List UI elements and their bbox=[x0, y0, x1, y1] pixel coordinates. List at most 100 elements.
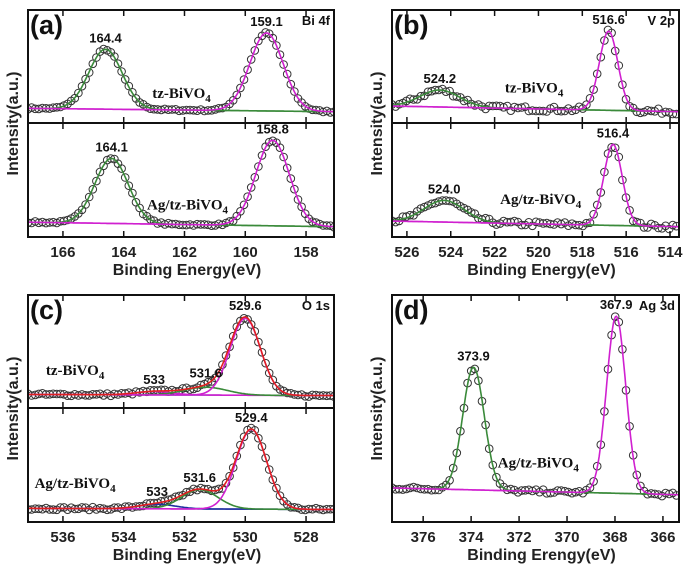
data-point-marker bbox=[430, 485, 440, 495]
fit-envelope bbox=[28, 316, 334, 397]
subplot-bottom: 164.1 158.8 Ag/tz-BiVO4 bbox=[28, 121, 334, 232]
fit-component-516.6 bbox=[392, 30, 679, 113]
data-point-marker bbox=[585, 218, 595, 227]
sample-name: tz-BiVO bbox=[152, 86, 205, 102]
data-point-marker bbox=[257, 348, 267, 357]
data-point-marker bbox=[510, 216, 519, 226]
panel-letter: (a) bbox=[30, 10, 63, 40]
data-point-marker bbox=[589, 85, 598, 94]
sample-label: Ag/tz-BiVO4 bbox=[498, 456, 580, 475]
data-point-marker bbox=[582, 100, 591, 109]
x-tick-label: 160 bbox=[233, 244, 258, 261]
y-axis-label: Intensity(a.u.) bbox=[369, 356, 386, 460]
x-tick-label: 532 bbox=[172, 529, 197, 546]
data-point-marker bbox=[585, 483, 595, 493]
data-point-marker bbox=[84, 68, 94, 77]
data-point-marker bbox=[282, 69, 292, 79]
data-point-marker bbox=[81, 74, 90, 84]
data-point-marker bbox=[589, 477, 598, 486]
subplot-top: 164.4 159.1 tz-BiVO4 bbox=[28, 14, 334, 117]
sample-name: Ag/tz-BiVO bbox=[500, 192, 576, 208]
x-tick-label: 366 bbox=[650, 529, 675, 546]
subplot-bottom: 533 531.6 529.4 Ag/tz-BiVO4 bbox=[28, 410, 334, 515]
data-point-marker bbox=[232, 90, 242, 100]
data-point-marker bbox=[646, 219, 656, 229]
data-point-marker bbox=[120, 173, 130, 182]
chart-panel-b: 524.2516.6tz-BiVO4524.0516.4Ag/tz-BiVO45… bbox=[369, 9, 683, 279]
data-point-marker bbox=[582, 218, 591, 228]
sample-subscript: 4 bbox=[99, 370, 105, 382]
data-point-marker bbox=[254, 162, 263, 171]
y-axis-label: Intensity(a.u.) bbox=[369, 71, 386, 175]
fit-component-529.6 bbox=[28, 317, 334, 397]
data-point-marker bbox=[120, 75, 130, 84]
chart-panel-d: 373.9 367.9 Ag/tz-BiVO4 376 374 372 370 368 366 B… bbox=[369, 294, 680, 564]
data-point-marker bbox=[239, 432, 249, 442]
data-point-marker bbox=[275, 50, 285, 60]
peak-label: 529.6 bbox=[229, 298, 262, 313]
x-tick-label: 536 bbox=[50, 529, 75, 546]
data-point-marker bbox=[445, 476, 454, 485]
data-point-marker bbox=[236, 83, 245, 93]
data-point-marker bbox=[246, 55, 256, 64]
data-point-marker bbox=[589, 210, 598, 219]
y-axis-label: Intensity(a.u.) bbox=[5, 356, 22, 460]
peak-label: 367.9 bbox=[600, 297, 633, 312]
x-tick-label: 370 bbox=[555, 529, 580, 546]
sample-label: tz-BiVO4 bbox=[505, 81, 564, 100]
sample-name: Ag/tz-BiVO bbox=[498, 456, 574, 472]
data-point-marker bbox=[264, 465, 274, 474]
data-point-marker bbox=[290, 87, 299, 96]
data-point-marker bbox=[214, 484, 224, 494]
x-axis-label: Binding Energy(eV) bbox=[113, 547, 261, 564]
data-point-marker bbox=[392, 217, 400, 227]
data-point-marker bbox=[286, 79, 296, 89]
x-tick-label: 518 bbox=[570, 244, 595, 261]
sample-subscript: 4 bbox=[558, 88, 564, 100]
data-point-marker bbox=[250, 46, 260, 55]
data-point-marker bbox=[113, 59, 123, 69]
data-point-marker bbox=[257, 151, 267, 160]
data-point-marker bbox=[236, 207, 245, 216]
peak-label: 516.4 bbox=[597, 126, 630, 141]
subplot-bottom: 524.0 516.4 Ag/tz-BiVO4 bbox=[392, 126, 679, 234]
data-point-marker bbox=[668, 109, 678, 119]
data-point-marker bbox=[488, 460, 498, 470]
sample-label: Ag/tz-BiVO4 bbox=[35, 476, 117, 495]
data-point-marker bbox=[81, 200, 90, 209]
x-tick-label: 526 bbox=[394, 244, 419, 261]
data-point-marker bbox=[517, 220, 526, 230]
sample-subscript: 4 bbox=[573, 463, 579, 475]
data-point-marker bbox=[492, 220, 501, 229]
data-point-marker bbox=[567, 106, 577, 116]
data-point-marker bbox=[239, 75, 249, 84]
data-point-marker bbox=[246, 320, 256, 329]
element-label: Bi 4f bbox=[302, 13, 331, 28]
x-tick-label: 368 bbox=[602, 529, 627, 546]
data-point-marker bbox=[672, 109, 679, 119]
data-point-marker bbox=[264, 368, 274, 378]
data-point-marker bbox=[668, 220, 678, 230]
x-tick-label: 528 bbox=[294, 529, 319, 546]
x-tick-label: 534 bbox=[111, 529, 137, 546]
sample-subscript: 4 bbox=[110, 483, 116, 495]
data-point-marker bbox=[279, 60, 288, 69]
fit-component-516.4 bbox=[392, 143, 679, 228]
data-point-marker bbox=[117, 67, 126, 76]
x-tick-label: 522 bbox=[482, 244, 507, 261]
peak-label: 373.9 bbox=[457, 348, 490, 363]
data-point-marker bbox=[221, 478, 231, 488]
data-point-marker bbox=[74, 88, 83, 98]
peak-label: 516.6 bbox=[592, 12, 625, 27]
x-tick-label: 520 bbox=[526, 244, 551, 261]
data-point-marker bbox=[409, 95, 418, 104]
plot-frame bbox=[391, 294, 680, 523]
x-axis-label: Binding Erengy(eV) bbox=[467, 547, 615, 564]
data-point-marker bbox=[261, 28, 270, 37]
data-point-marker bbox=[282, 163, 292, 173]
data-point-marker bbox=[448, 463, 458, 473]
data-point-marker bbox=[268, 375, 278, 385]
data-point-marker bbox=[77, 81, 87, 91]
x-tick-label: 516 bbox=[614, 244, 639, 261]
peak-label: 531.6 bbox=[190, 366, 223, 381]
